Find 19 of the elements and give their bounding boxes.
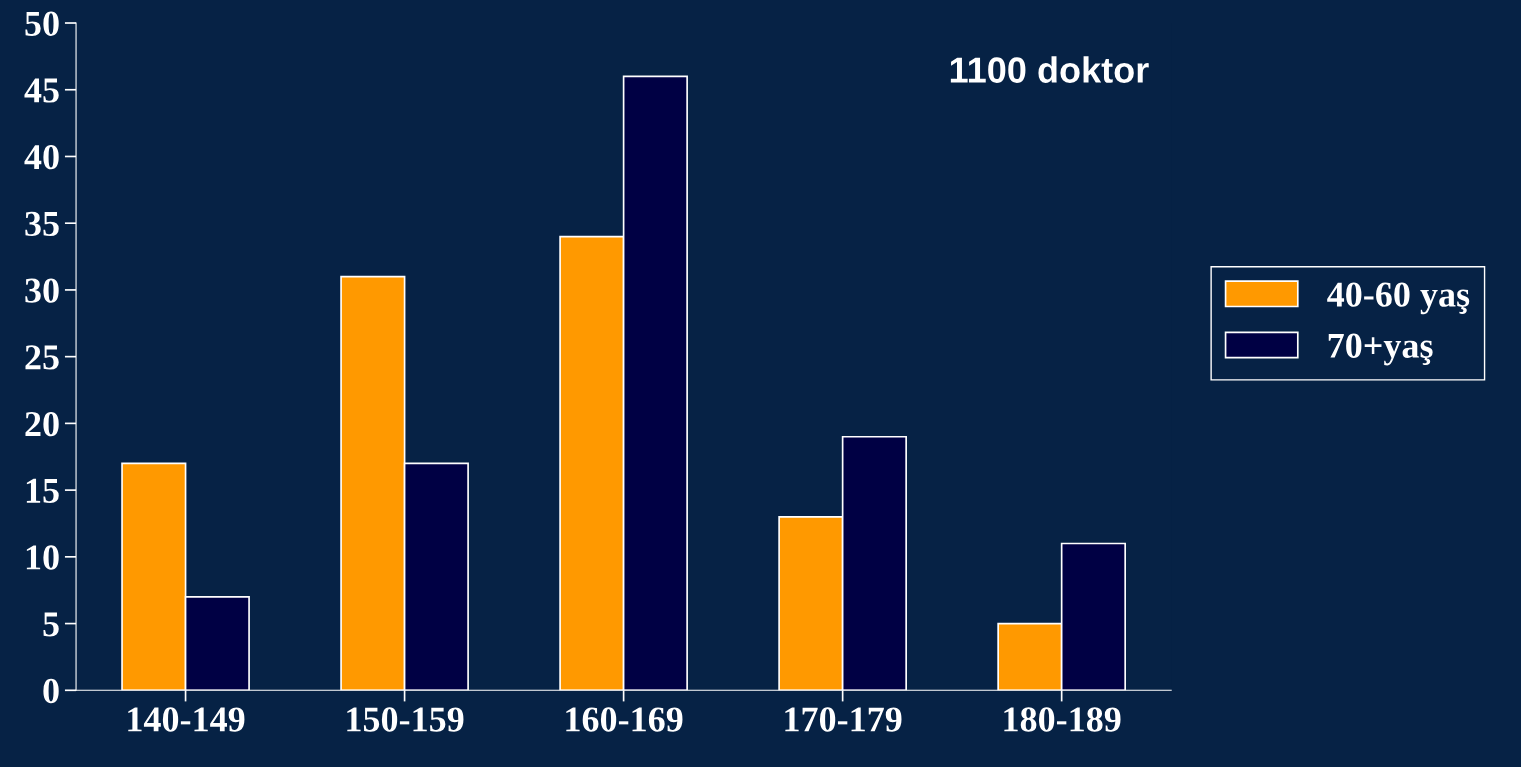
y-tick-label: 10 (26, 545, 59, 570)
y-tick-label: 15 (26, 478, 59, 503)
x-tick-label: 180-189 (1004, 707, 1121, 732)
annotation: 1100 doktor (950, 56, 1149, 83)
y-tick-label: 35 (25, 211, 59, 237)
legend-label: 70+yaş (1328, 333, 1433, 366)
x-tick-label: 160-169 (566, 707, 683, 732)
legend-label: 40-60 yaş (1327, 282, 1470, 315)
y-tick-label: 25 (25, 345, 59, 370)
y-tick-label: 50 (25, 11, 59, 36)
y-tick-label: 20 (25, 411, 59, 437)
y-tick-label: 5 (43, 612, 59, 637)
x-tick-label: 170-179 (785, 707, 902, 732)
y-tick-label: 40 (24, 144, 59, 170)
x-tick-label: 140-149 (128, 707, 245, 732)
x-tick-label: 150-159 (347, 707, 464, 732)
y-tick-label: 30 (25, 278, 59, 303)
y-tick-label: 45 (24, 78, 59, 103)
y-tick-label: 0 (43, 678, 59, 704)
